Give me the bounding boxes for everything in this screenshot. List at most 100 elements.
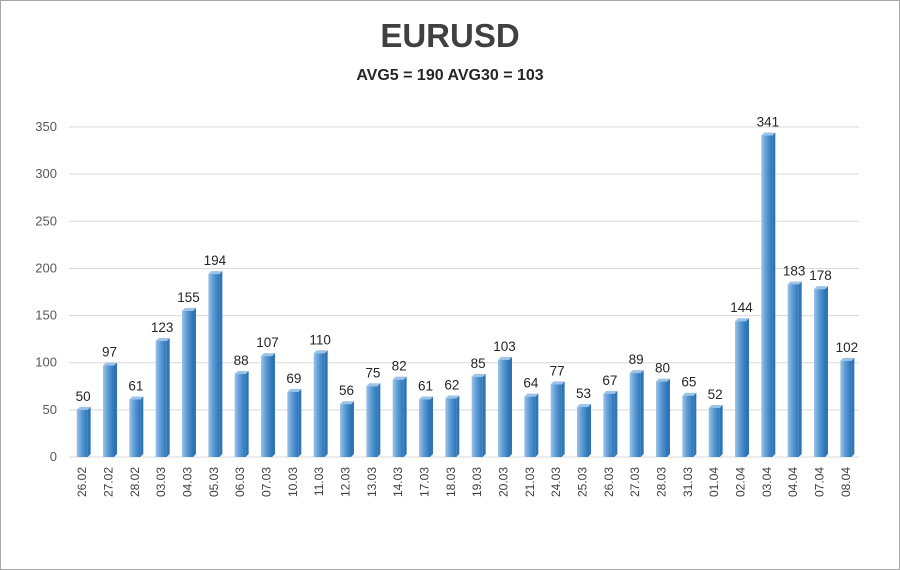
- x-tick-label: 28.03: [655, 467, 669, 497]
- bar: [182, 310, 193, 457]
- x-tick-label: 06.03: [233, 467, 247, 497]
- bar-side: [772, 132, 776, 457]
- bar-side: [825, 286, 828, 457]
- bar-top: [419, 396, 433, 400]
- data-label: 53: [576, 386, 591, 401]
- x-tick-label: 07.04: [813, 467, 827, 497]
- bar: [392, 379, 404, 457]
- bar-side: [535, 393, 539, 457]
- data-label: 61: [128, 378, 143, 393]
- x-tick-label: 04.04: [786, 467, 800, 497]
- bar-side: [166, 338, 170, 457]
- bar: [103, 365, 114, 457]
- bar-side: [667, 378, 670, 457]
- data-label: 56: [339, 383, 354, 398]
- data-label: 62: [444, 378, 459, 393]
- bar-side: [377, 383, 381, 457]
- bar: [313, 353, 325, 457]
- data-label: 155: [177, 290, 200, 305]
- x-tick-label: 13.03: [365, 467, 379, 497]
- bar-top: [76, 406, 91, 410]
- y-tick-label: 300: [35, 166, 57, 181]
- bar-side: [456, 395, 460, 457]
- x-tick-label: 25.03: [576, 467, 590, 497]
- bar: [656, 381, 667, 457]
- x-tick-label: 10.03: [286, 467, 300, 497]
- bar-side: [482, 373, 486, 457]
- bar: [682, 395, 694, 457]
- bar: [524, 396, 536, 457]
- x-tick-label: 26.02: [75, 467, 89, 497]
- x-tick-label: 08.04: [839, 467, 853, 497]
- x-tick-label: 02.04: [734, 467, 748, 497]
- bar: [76, 409, 88, 457]
- bar-top: [155, 338, 170, 342]
- data-label: 183: [783, 263, 806, 278]
- x-axis-tick-labels: 26.02 27.02 28.02 03.03 04.03 05.03 06.03 07.03…: [75, 467, 853, 497]
- bar-top: [787, 281, 802, 285]
- data-label: 97: [102, 345, 117, 360]
- bar: [129, 399, 141, 457]
- bar-top: [761, 132, 776, 136]
- data-label: 89: [629, 352, 644, 367]
- bar: [287, 391, 299, 457]
- x-tick-label: 03.03: [154, 467, 168, 497]
- bar-side: [114, 362, 117, 457]
- bar: [735, 321, 746, 457]
- bar: [629, 373, 641, 457]
- y-tick-label: 50: [43, 402, 57, 417]
- bar-top: [550, 381, 565, 385]
- data-label: 144: [730, 300, 753, 315]
- bar-side: [403, 376, 407, 457]
- x-tick-label: 07.03: [260, 467, 274, 497]
- bar-top: [340, 401, 354, 405]
- bar-side: [298, 388, 302, 457]
- y-tick-label: 350: [35, 119, 57, 134]
- bars: [76, 132, 855, 457]
- bar: [787, 284, 799, 457]
- bar-top: [708, 404, 723, 408]
- bar-top: [577, 404, 591, 408]
- data-label: 107: [256, 335, 279, 350]
- bar-top: [629, 370, 644, 374]
- bar-side: [588, 404, 591, 457]
- bar: [208, 274, 220, 457]
- data-label: 64: [523, 376, 539, 391]
- bar: [419, 399, 430, 457]
- x-tick-label: 21.03: [523, 467, 537, 497]
- x-tick-label: 31.03: [681, 467, 695, 497]
- chart-subtitle: AVG5 = 190 AVG30 = 103: [356, 67, 544, 84]
- y-tick-label: 250: [35, 213, 57, 228]
- bar-side: [851, 357, 855, 457]
- bar-top: [208, 271, 223, 275]
- data-label: 194: [204, 253, 227, 268]
- y-axis-tick-labels: 0 50 100 150 200 250 300 350: [35, 119, 57, 464]
- bar-side: [140, 396, 144, 457]
- data-label: 178: [809, 268, 832, 283]
- bar: [234, 374, 246, 457]
- data-label: 80: [655, 361, 670, 376]
- bar-side: [614, 390, 618, 457]
- data-label: 88: [234, 353, 249, 368]
- bar: [840, 360, 852, 457]
- x-tick-label: 28.02: [128, 467, 142, 497]
- bar-side: [219, 271, 223, 457]
- bar: [814, 289, 825, 457]
- bar-top: [287, 388, 302, 392]
- bar-top: [129, 396, 144, 400]
- bar-top: [735, 318, 749, 322]
- x-tick-label: 11.03: [312, 467, 326, 496]
- bar-side: [272, 353, 275, 457]
- bar-side: [798, 281, 802, 457]
- bar: [155, 341, 167, 457]
- bar-side: [430, 396, 433, 457]
- data-label: 103: [493, 339, 516, 354]
- bar: [471, 376, 483, 457]
- x-tick-label: 01.04: [707, 467, 721, 497]
- bar-top: [445, 395, 460, 399]
- x-tick-label: 27.02: [102, 467, 116, 497]
- x-tick-label: 19.03: [470, 467, 484, 497]
- bar-side: [509, 356, 512, 457]
- bar: [550, 384, 562, 457]
